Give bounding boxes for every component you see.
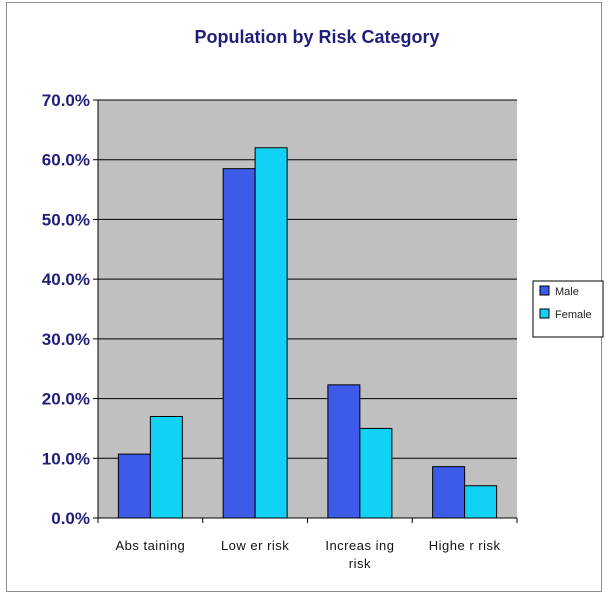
y-tick-label: 10.0%	[42, 449, 90, 468]
bar-male-1	[222, 168, 256, 519]
y-tick-label: 20.0%	[42, 390, 90, 409]
bar-male-0	[117, 453, 151, 519]
x-tick-label: Low er risk	[221, 538, 289, 553]
bar-female-3	[464, 485, 498, 519]
legend: Male Female	[532, 280, 604, 338]
y-tick-label: 70.0%	[42, 91, 90, 110]
y-tick-labels: 0.0% 10.0% 20.0% 30.0% 40.0% 50.0% 60.0% 70.0%	[42, 91, 90, 528]
y-tick-label: 30.0%	[42, 330, 90, 349]
legend-label-female: Female	[555, 309, 592, 321]
bar-male-3	[432, 466, 466, 519]
legend-label-male: Male	[555, 286, 579, 298]
legend-swatch-female	[539, 308, 550, 319]
gridlines	[98, 99, 517, 459]
bar-female-0	[149, 415, 183, 519]
x-tick-label: risk	[349, 556, 371, 571]
legend-swatch-male	[539, 285, 550, 296]
chart-title: Population by Risk Category	[194, 27, 439, 47]
bar-male-2	[327, 384, 361, 519]
y-tick-label: 0.0%	[51, 509, 90, 528]
x-tick-labels: Abs taining Low er risk Increas ing risk Hig…	[115, 538, 500, 571]
y-tick-label: 40.0%	[42, 270, 90, 289]
y-tick-label: 50.0%	[42, 210, 90, 229]
axes	[93, 99, 518, 523]
y-tick-label: 60.0%	[42, 151, 90, 170]
x-tick-label: Increas ing	[325, 538, 394, 553]
bar-female-1	[254, 147, 288, 519]
x-tick-label: Abs taining	[115, 538, 185, 553]
x-tick-label: Highe r risk	[429, 538, 501, 553]
bar-female-2	[359, 427, 393, 519]
